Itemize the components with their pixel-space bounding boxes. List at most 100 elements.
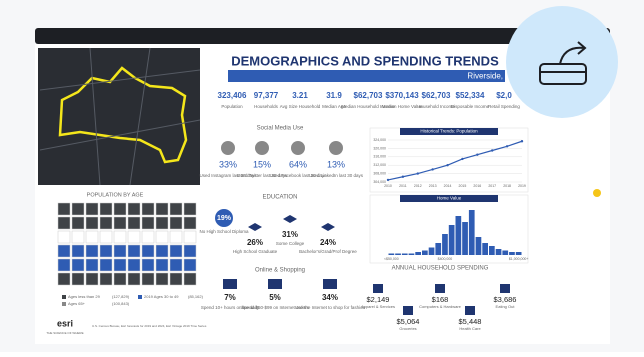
waffle-cell	[127, 244, 141, 258]
bar	[502, 250, 509, 255]
waffle-cell	[141, 230, 155, 244]
spend-icon	[465, 306, 475, 315]
online-value: 34%	[322, 293, 338, 302]
legend-label: 2019 Ages 30 to 49	[144, 294, 179, 299]
bar	[448, 225, 455, 255]
stat-value: $62,703	[354, 91, 383, 100]
waffle-cell	[141, 272, 155, 286]
chart-title: Home Value	[437, 196, 462, 201]
waffle-cell	[141, 202, 155, 216]
social-label: Used Twitter last 30 days	[237, 173, 288, 178]
x-tick-label: 2014	[444, 184, 452, 188]
x-tick-label: 2015	[459, 184, 467, 188]
online-icon	[268, 279, 282, 289]
spend-label: Health Care	[459, 326, 481, 331]
y-tick-label: 324,000	[373, 138, 386, 142]
share-arrow	[540, 41, 587, 73]
share-badge[interactable]	[506, 6, 618, 118]
bar	[489, 246, 495, 255]
waffle-cell	[155, 258, 169, 272]
edu-label: No High School Diploma	[199, 229, 249, 234]
waffle-cell	[169, 202, 183, 216]
stat-label: Household Income	[417, 104, 455, 109]
waffle-cell	[85, 202, 99, 216]
top-bar	[35, 28, 610, 44]
bar	[388, 253, 395, 255]
y-tick-label: 312,000	[373, 163, 386, 167]
waffle-cell	[183, 258, 197, 272]
spend-icon	[500, 284, 510, 293]
waffle-cell	[169, 258, 183, 272]
waffle-cell	[85, 258, 99, 272]
edu-icon	[283, 215, 297, 223]
waffle-cell	[127, 202, 141, 216]
stat-value: $52,334	[456, 91, 485, 100]
legend-swatch	[62, 302, 66, 306]
bar	[442, 234, 448, 255]
waffle-cell	[71, 272, 85, 286]
tagline: THE SCIENCE OF WHERE	[46, 331, 83, 335]
x-tick-label: 2011	[399, 184, 407, 188]
bar	[428, 247, 435, 255]
bar	[515, 252, 522, 255]
legend-swatch	[62, 295, 66, 299]
waffle-cell	[155, 230, 169, 244]
waffle-cell	[155, 272, 169, 286]
waffle-cell	[127, 216, 141, 230]
section-title: Online & Shopping	[255, 268, 305, 274]
bar	[475, 237, 482, 255]
edu-label: High School Graduate	[233, 249, 278, 254]
edu-value: 19%	[217, 215, 232, 222]
line	[387, 140, 523, 181]
point	[520, 140, 524, 143]
x-tick-label: 2017	[488, 184, 496, 188]
bar	[482, 243, 488, 255]
bar	[401, 253, 408, 255]
waffle-cell	[183, 230, 197, 244]
share-icon	[539, 63, 587, 85]
y-tick-label: 304,000	[373, 180, 386, 184]
waffle-cell	[183, 216, 197, 230]
waffle-cell	[113, 216, 127, 230]
waffle-cell	[113, 272, 127, 286]
spend-label: Groceries	[399, 326, 416, 331]
social-label: Used LinkedIn last 30 days	[309, 173, 364, 178]
section-title: Social Media Use	[257, 126, 304, 132]
legend-swatch	[138, 295, 142, 299]
stat-label: Population	[221, 104, 243, 109]
edu-icon	[248, 223, 262, 231]
social-value: 33%	[219, 159, 237, 169]
x-tick-label: 2013	[429, 184, 437, 188]
x-tick-label: $1,000,000+	[509, 257, 529, 261]
x-tick-label: 2016	[473, 184, 481, 188]
social-value: 15%	[253, 159, 271, 169]
bar	[415, 252, 421, 255]
stat-label: Median Home Value	[382, 104, 423, 109]
spend-label: Eating Out	[496, 304, 516, 309]
point	[446, 164, 449, 167]
waffle-cell	[71, 216, 85, 230]
legend-value: (127,829)	[112, 294, 130, 299]
chart-title-bar	[400, 195, 498, 202]
waffle-cell	[57, 244, 71, 258]
spend-icon	[435, 284, 445, 293]
online-label: Spend $50-$99 on Internet orders	[241, 305, 309, 310]
waffle-cell	[127, 258, 141, 272]
waffle-cell	[57, 202, 71, 216]
stat-value: $2,0	[496, 91, 512, 100]
point	[476, 153, 479, 156]
x-tick-label: 2012	[414, 184, 422, 188]
waffle-cell	[113, 230, 127, 244]
stat-label: Disposable Income	[451, 104, 490, 109]
stat-value: 97,377	[254, 91, 279, 100]
waffle-cell	[169, 216, 183, 230]
waffle-cell	[99, 216, 113, 230]
point	[386, 178, 390, 182]
waffle-cell	[99, 202, 113, 216]
bar	[408, 253, 415, 255]
y-tick-label: 308,000	[373, 172, 386, 176]
section-title: POPULATION BY AGE	[87, 192, 144, 198]
waffle-cell	[127, 272, 141, 286]
